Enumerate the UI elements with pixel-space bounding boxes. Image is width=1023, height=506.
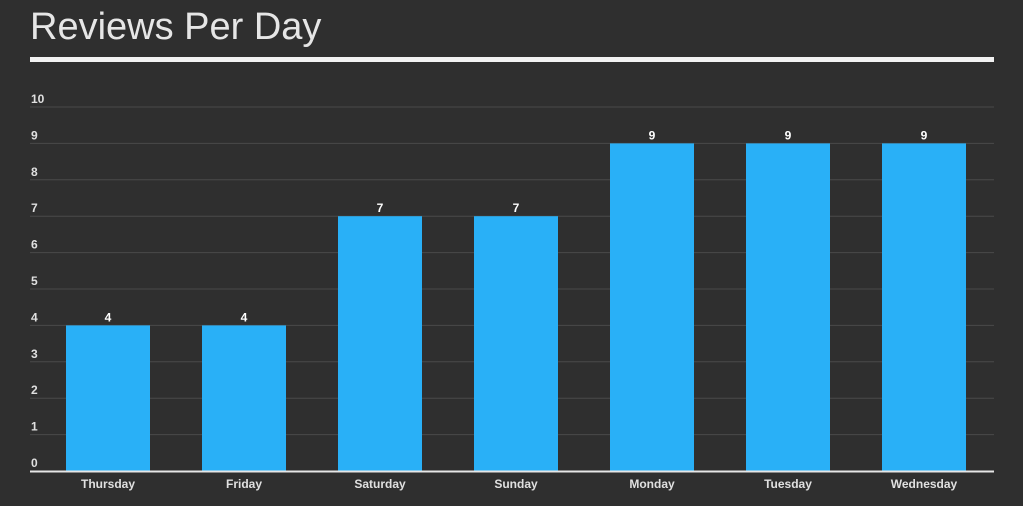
x-tick-label-friday: Friday (226, 477, 262, 491)
y-tick-label-1: 1 (31, 420, 38, 434)
bar-value-label-tuesday: 9 (785, 128, 792, 142)
bar-value-label-sunday: 7 (513, 201, 520, 215)
bar-wednesday (882, 143, 966, 471)
y-tick-label-6: 6 (31, 238, 38, 252)
x-tick-label-monday: Monday (629, 477, 675, 491)
bar-value-label-friday: 4 (241, 310, 248, 324)
bar-friday (202, 325, 286, 471)
x-tick-label-sunday: Sunday (494, 477, 538, 491)
y-tick-label-10: 10 (31, 92, 45, 106)
chart-title: Reviews Per Day (30, 6, 322, 48)
bar-sunday (474, 216, 558, 471)
y-tick-label-2: 2 (31, 383, 38, 397)
bar-value-label-monday: 9 (649, 128, 656, 142)
bar-value-label-thursday: 4 (105, 310, 112, 324)
y-tick-label-7: 7 (31, 201, 38, 215)
x-tick-label-saturday: Saturday (354, 477, 406, 491)
y-tick-label-9: 9 (31, 128, 38, 142)
y-tick-label-0: 0 (31, 456, 38, 470)
title-underline (30, 57, 994, 62)
bar-saturday (338, 216, 422, 471)
bar-value-label-wednesday: 9 (921, 128, 928, 142)
y-tick-label-3: 3 (31, 347, 38, 361)
y-tick-label-8: 8 (31, 165, 38, 179)
y-tick-label-5: 5 (31, 274, 38, 288)
bar-thursday (66, 325, 150, 471)
bar-monday (610, 143, 694, 471)
y-tick-label-4: 4 (31, 310, 38, 324)
x-tick-label-thursday: Thursday (81, 477, 135, 491)
bar-value-label-saturday: 7 (377, 201, 384, 215)
x-tick-label-tuesday: Tuesday (764, 477, 812, 491)
bar-tuesday (746, 143, 830, 471)
x-tick-label-wednesday: Wednesday (891, 477, 958, 491)
